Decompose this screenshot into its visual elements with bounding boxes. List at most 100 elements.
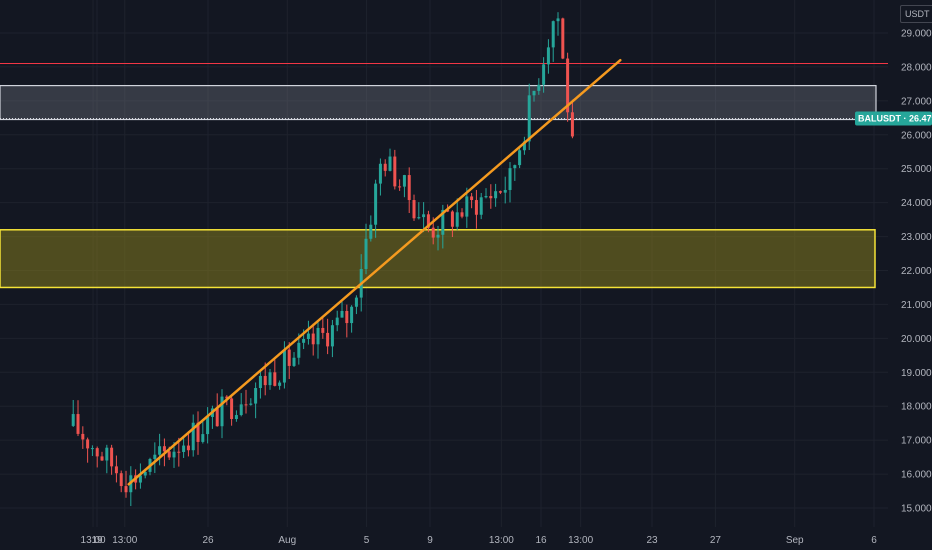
- time-tick-label: 19: [91, 535, 103, 546]
- candle-body: [297, 342, 301, 358]
- candle-body: [302, 338, 306, 343]
- candle-body: [354, 297, 358, 307]
- candle-body: [282, 349, 286, 383]
- price-tick-label: 26.000: [901, 130, 932, 141]
- candle-body: [335, 317, 339, 326]
- candle-body: [258, 375, 262, 389]
- candle-body: [508, 168, 512, 190]
- candle-body: [268, 372, 272, 386]
- candle-body: [105, 447, 109, 461]
- candle-body: [215, 408, 219, 427]
- candle-body: [489, 196, 493, 199]
- candle-body: [143, 471, 147, 476]
- candle-body: [383, 163, 387, 171]
- candle-body: [287, 349, 291, 366]
- candle-body: [254, 388, 258, 404]
- candle-body: [249, 403, 253, 405]
- candle-body: [388, 156, 392, 171]
- candle-body: [455, 212, 459, 227]
- candle-body: [124, 486, 128, 493]
- candle-body: [426, 214, 430, 228]
- time-tick-label: 13:00: [489, 535, 514, 546]
- candle-body: [436, 234, 440, 238]
- candle-body: [177, 451, 181, 453]
- candle-body: [484, 196, 488, 198]
- time-tick-label: 23: [646, 535, 658, 546]
- currency-badge[interactable]: USDT: [900, 5, 932, 23]
- candle-body: [278, 382, 282, 386]
- time-tick-label: 16: [535, 535, 547, 546]
- candle-body: [566, 58, 570, 113]
- candle-body: [153, 454, 157, 460]
- price-badge-background: [855, 111, 932, 126]
- candle-body: [407, 175, 411, 201]
- candle-body: [158, 446, 162, 455]
- candle-body: [90, 448, 94, 450]
- candle-body: [239, 404, 243, 416]
- time-tick-label: 13:00: [81, 535, 106, 546]
- last-price-badge: BALUSDT · 26.479: [855, 111, 932, 126]
- candle-body: [167, 451, 171, 458]
- candle-body: [186, 445, 190, 451]
- candle-body: [234, 415, 238, 420]
- candle-body: [81, 433, 85, 440]
- candle-body: [71, 414, 75, 426]
- time-tick-label: 26: [202, 535, 214, 546]
- candle-body: [86, 439, 90, 449]
- candle-body: [398, 186, 402, 188]
- candle-body: [340, 310, 344, 318]
- candle-body: [532, 90, 536, 96]
- price-badge-text: BALUSDT · 26.479: [858, 114, 932, 124]
- candle-body: [326, 332, 330, 347]
- candle-body: [292, 357, 296, 366]
- price-tick-label: 19.000: [901, 368, 932, 379]
- price-tick-label: 22.000: [901, 266, 932, 277]
- zones: [0, 63, 888, 289]
- candle-body: [412, 200, 416, 219]
- candle-body: [374, 183, 378, 225]
- price-axis[interactable]: 15.000 16.000 17.000 18.000 19.000 20.000 21.0…: [901, 29, 932, 515]
- price-tick-label: 25.000: [901, 164, 932, 175]
- trendline[interactable]: [127, 58, 622, 486]
- candle-body: [470, 196, 474, 201]
- candle-body: [230, 398, 234, 420]
- candle-body: [273, 372, 277, 386]
- candle-body: [311, 333, 315, 345]
- candle-body: [522, 141, 526, 151]
- price-tick-label: 20.000: [901, 334, 932, 345]
- time-tick-label: 13:00: [568, 535, 593, 546]
- candle-body: [244, 404, 248, 406]
- price-tick-label: 28.000: [901, 62, 932, 73]
- time-tick-label: 6: [871, 535, 877, 546]
- candle-body: [196, 422, 200, 442]
- candle-body: [114, 466, 118, 474]
- candle-body: [350, 306, 354, 324]
- time-tick-label: 13:00: [112, 535, 137, 546]
- candle-body: [206, 416, 210, 435]
- support-zone[interactable]: [0, 229, 876, 289]
- candle-body: [546, 47, 550, 65]
- candle-body: [110, 447, 114, 467]
- time-tick-label: 9: [427, 535, 433, 546]
- candle-body: [138, 475, 142, 483]
- price-tick-label: 27.000: [901, 96, 932, 107]
- candle-body: [119, 473, 123, 487]
- candle-body: [498, 191, 502, 193]
- candle-body: [191, 422, 195, 451]
- candle-body: [76, 414, 80, 434]
- candle-body: [369, 224, 373, 239]
- price-tick-label: 29.000: [901, 29, 932, 40]
- candle-body: [441, 209, 445, 235]
- time-tick-label: Aug: [278, 535, 296, 546]
- resistance-zone[interactable]: [0, 84, 877, 121]
- candle-body: [450, 211, 454, 227]
- candle-body: [460, 212, 464, 217]
- candle-body: [561, 18, 565, 59]
- candle-body: [570, 112, 574, 137]
- time-tick-label: 5: [364, 535, 370, 546]
- candle-body: [225, 396, 229, 399]
- price-tick-label: 15.000: [901, 504, 932, 515]
- price-tick-label: 16.000: [901, 470, 932, 481]
